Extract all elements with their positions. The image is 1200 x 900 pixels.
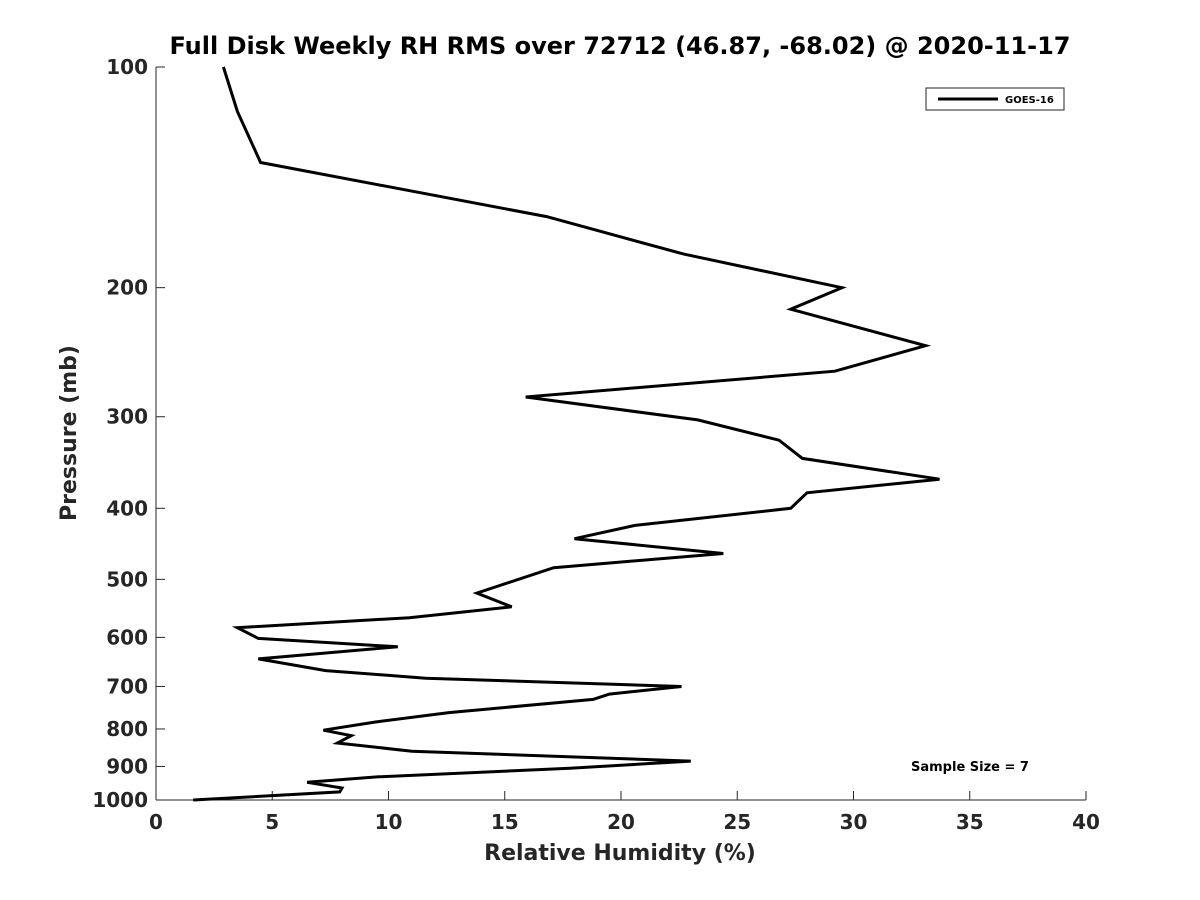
x-tick-label: 20 — [607, 810, 635, 834]
y-tick-label: 1000 — [92, 788, 148, 812]
y-axis-label: Pressure (mb) — [57, 345, 82, 521]
legend: GOES-16 — [925, 87, 1065, 111]
series-group — [193, 66, 940, 802]
y-tick-label: 400 — [106, 496, 148, 520]
legend-entry-goes-16: GOES-16 — [1005, 95, 1054, 106]
y-tick-label: 300 — [106, 405, 148, 429]
y-tick-label: 600 — [106, 625, 148, 649]
x-tick-label: 0 — [149, 810, 163, 834]
y-tick-label: 200 — [106, 276, 148, 300]
sample-size-annotation: Sample Size = 7 — [911, 760, 1029, 775]
x-axis: 0 5 10 15 20 25 30 35 40 — [149, 791, 1100, 834]
x-tick-label: 40 — [1072, 810, 1100, 834]
chart-title: Full Disk Weekly RH RMS over 72712 (46.8… — [169, 32, 1070, 60]
x-tick-label: 5 — [265, 810, 279, 834]
y-axis: 100 200 300 400 500 600 700 800 900 1000 — [92, 55, 165, 812]
y-tick-label: 700 — [106, 674, 148, 698]
x-axis-label: Relative Humidity (%) — [484, 841, 756, 866]
x-tick-label: 25 — [723, 810, 751, 834]
series-line-goes-16 — [193, 66, 940, 802]
y-tick-label: 900 — [106, 754, 148, 778]
y-tick-label: 800 — [106, 717, 148, 741]
x-tick-label: 15 — [491, 810, 519, 834]
plot-area — [156, 67, 1086, 800]
y-tick-label: 500 — [106, 567, 148, 591]
x-tick-label: 30 — [840, 810, 868, 834]
x-tick-label: 10 — [375, 810, 403, 834]
x-tick-label: 35 — [956, 810, 984, 834]
y-tick-label: 100 — [106, 55, 148, 79]
